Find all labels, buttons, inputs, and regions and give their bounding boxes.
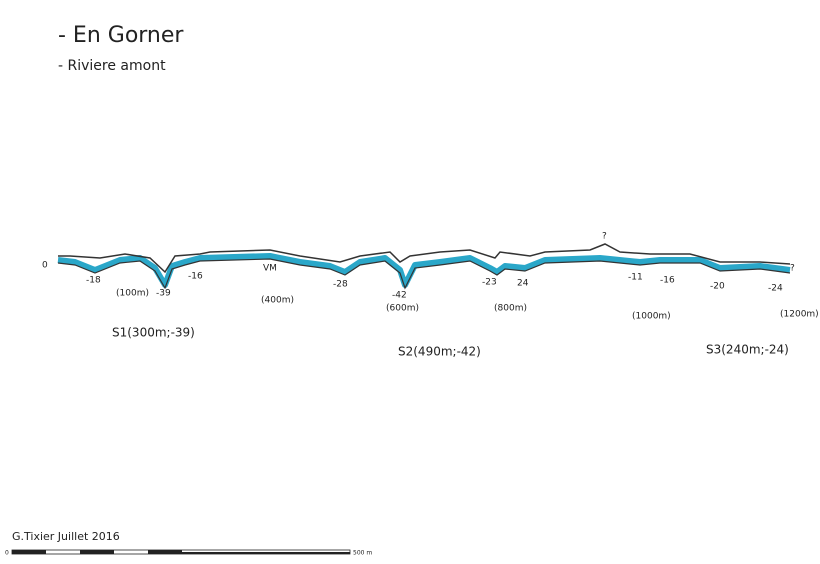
depth-label: -20 (710, 282, 725, 292)
water (57, 253, 791, 288)
unknown-mark: ? (602, 232, 607, 242)
distance-label: (400m) (261, 296, 294, 306)
distance-label: (1200m) (780, 310, 819, 320)
sump-label: S1(300m;-39) (112, 326, 195, 340)
scale-segment (182, 552, 350, 554)
subtitle-line: - Riviere amont (58, 58, 166, 74)
depth-label: -28 (333, 280, 348, 290)
depth-label: 24 (517, 279, 529, 289)
ceiling (58, 243, 791, 274)
depth-label: 0 (42, 261, 48, 271)
depth-label: -18 (86, 276, 101, 286)
unknown-mark: ? (790, 264, 795, 274)
scale-start: 0 (5, 550, 9, 557)
depth-label: -16 (660, 276, 675, 286)
distance-label: (800m) (494, 304, 527, 314)
distance-label: (100m) (116, 289, 149, 299)
scale-segment (148, 550, 182, 554)
distance-label: (1000m) (632, 312, 671, 322)
title-line: - En Gorner (58, 23, 184, 48)
author: G.Tixier Juillet 2016 (12, 530, 120, 543)
scale-segment (12, 550, 46, 554)
scale-end: 500 m (353, 550, 372, 557)
depth-label: -39 (156, 289, 171, 299)
depth-label: VM (263, 264, 277, 274)
sump-label: S2(490m;-42) (398, 345, 481, 359)
distance-label: (600m) (386, 304, 419, 314)
depth-label: -11 (628, 273, 643, 283)
scale-segment (80, 550, 114, 554)
floor (57, 258, 791, 290)
depth-label: -16 (188, 272, 203, 282)
depth-label: -24 (768, 284, 783, 294)
cave-profile (57, 243, 791, 290)
depth-label: -23 (482, 278, 497, 288)
depth-label: -42 (392, 291, 407, 301)
sump-label: S3(240m;-24) (706, 343, 789, 357)
scale-bar (11, 549, 351, 555)
